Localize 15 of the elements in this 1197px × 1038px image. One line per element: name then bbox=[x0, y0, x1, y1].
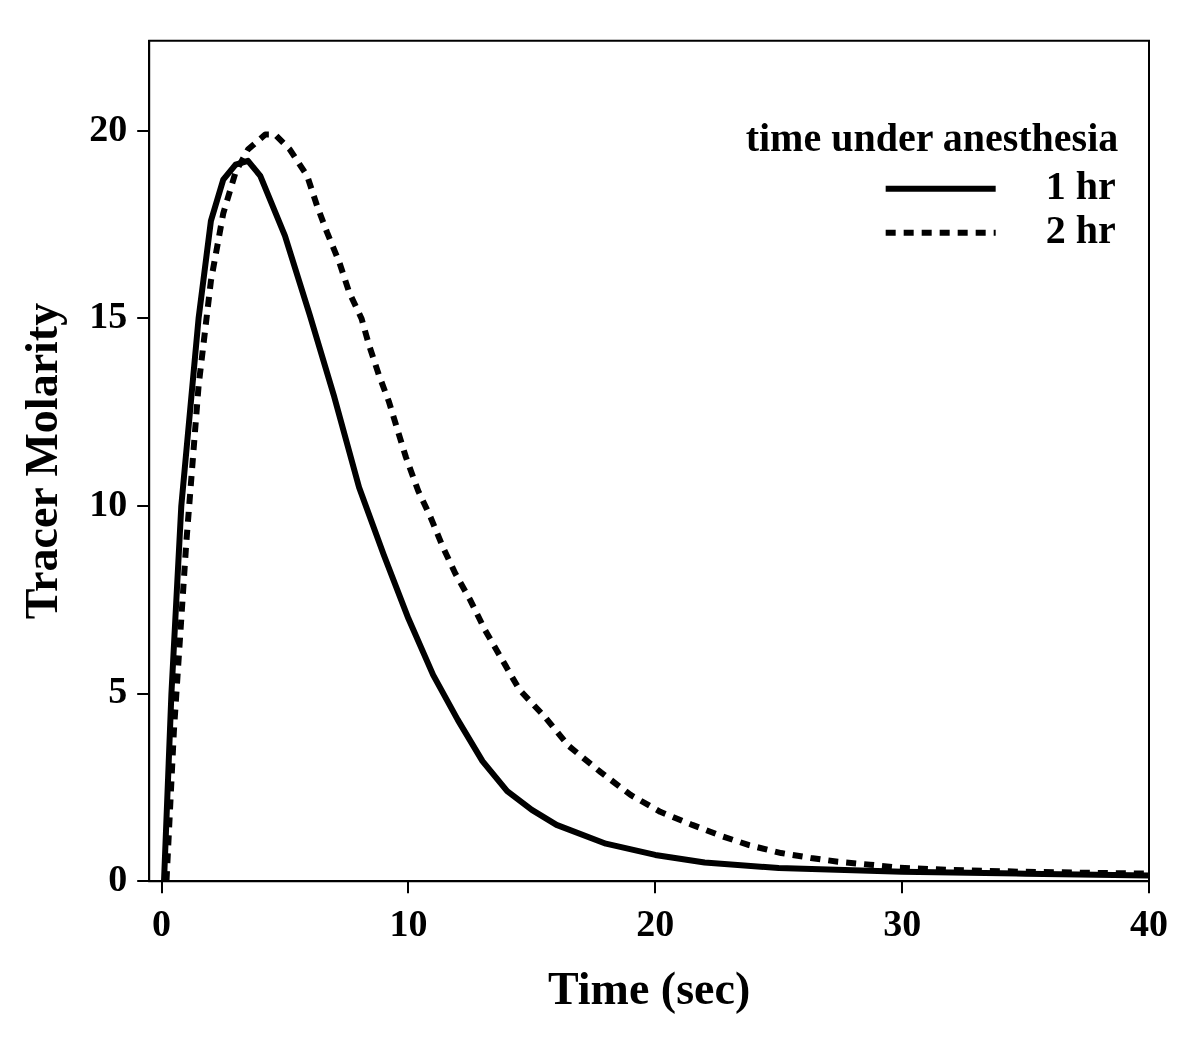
y-tick-label: 20 bbox=[89, 106, 128, 149]
legend-label: 1 hr bbox=[1045, 163, 1116, 209]
x-tick-label: 10 bbox=[389, 901, 428, 944]
x-axis-title: Time (sec) bbox=[547, 963, 751, 1015]
x-tick-label: 0 bbox=[152, 901, 172, 944]
x-tick-label: 20 bbox=[636, 901, 675, 944]
legend-label: 2 hr bbox=[1045, 207, 1116, 253]
y-tick-label: 10 bbox=[89, 481, 128, 524]
y-tick-label: 0 bbox=[108, 857, 128, 900]
y-tick-label: 5 bbox=[108, 669, 128, 712]
x-tick-label: 30 bbox=[883, 901, 922, 944]
legend-title: time under anesthesia bbox=[745, 115, 1119, 161]
y-tick-label: 15 bbox=[89, 294, 128, 337]
x-tick-label: 40 bbox=[1130, 901, 1168, 944]
y-axis-title: Tracer Molarity bbox=[16, 302, 68, 620]
